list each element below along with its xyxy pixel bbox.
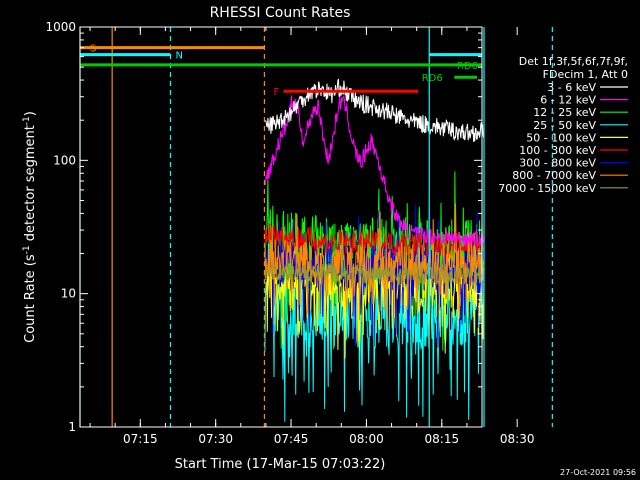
x-tick-label: 08:30: [500, 432, 535, 446]
footer-date: 27-Oct-2021 09:56: [560, 468, 636, 477]
series-line: [264, 260, 485, 287]
legend-label: 6 - 12 keV: [540, 94, 596, 107]
x-tick-label: 08:00: [349, 432, 384, 446]
y-axis-label-end: ): [23, 111, 38, 116]
legend-header-line-1: Det 1f,3f,5f,6f,7f,9f,: [519, 55, 628, 68]
series-line: [264, 94, 485, 248]
y-tick-label: 1: [68, 420, 76, 434]
series-line: [264, 203, 485, 331]
series-layer: [264, 78, 485, 422]
y-axis-label-mid: detector segment: [23, 125, 38, 245]
series-line: [264, 78, 485, 142]
legend-label: 7000 - 15000 keV: [498, 182, 596, 195]
flag-label: RD6: [457, 61, 478, 72]
flag-label: S: [90, 44, 96, 55]
legend-label: 800 - 7000 keV: [512, 169, 596, 182]
legend-label: 12 - 25 keV: [533, 106, 596, 119]
y-tick-label: 1000: [45, 20, 76, 34]
y-axis-label: Count Rate (s-1 detector segment-1): [22, 111, 38, 343]
y-tick-label: 100: [53, 153, 76, 167]
x-axis-label: Start Time (17-Mar-15 07:03:22): [175, 457, 386, 472]
legend-header-line-2: FDecim 1, Att 0: [543, 68, 628, 81]
x-tick-label: 07:15: [123, 432, 158, 446]
plot-frame: [79, 26, 483, 428]
flag-label: RD6: [422, 73, 443, 84]
overlay-layer: S N F RD6 RD6: [79, 27, 553, 427]
chart-title: RHESSI Count Rates: [210, 5, 351, 21]
legend-label: 100 - 300 keV: [519, 144, 596, 157]
x-tick-label: 07:30: [198, 432, 233, 446]
legend-label: 3 - 6 keV: [547, 81, 596, 94]
series-line: [264, 223, 485, 422]
legend: Det 1f,3f,5f,6f,7f,9f, FDecim 1, Att 0 3…: [498, 55, 628, 195]
y-axis-label-sup1: -1: [22, 245, 32, 254]
legend-label: 50 - 100 keV: [526, 131, 596, 144]
flag-label: F: [273, 87, 279, 98]
axis-layer: 1 10 100 1000 07:15 07:30 07:45 08:00 08:15 08:30: [45, 20, 534, 446]
legend-label: 25 - 50 keV: [533, 119, 596, 132]
legend-label: 300 - 800 keV: [519, 157, 596, 170]
x-tick-label: 07:45: [274, 432, 309, 446]
y-tick-label: 10: [61, 287, 76, 301]
y-axis-label-sup2: -1: [22, 116, 32, 125]
x-tick-label: 08:15: [425, 432, 460, 446]
y-axis-label-main: Count Rate (s: [23, 254, 38, 343]
flag-label: N: [175, 51, 182, 62]
